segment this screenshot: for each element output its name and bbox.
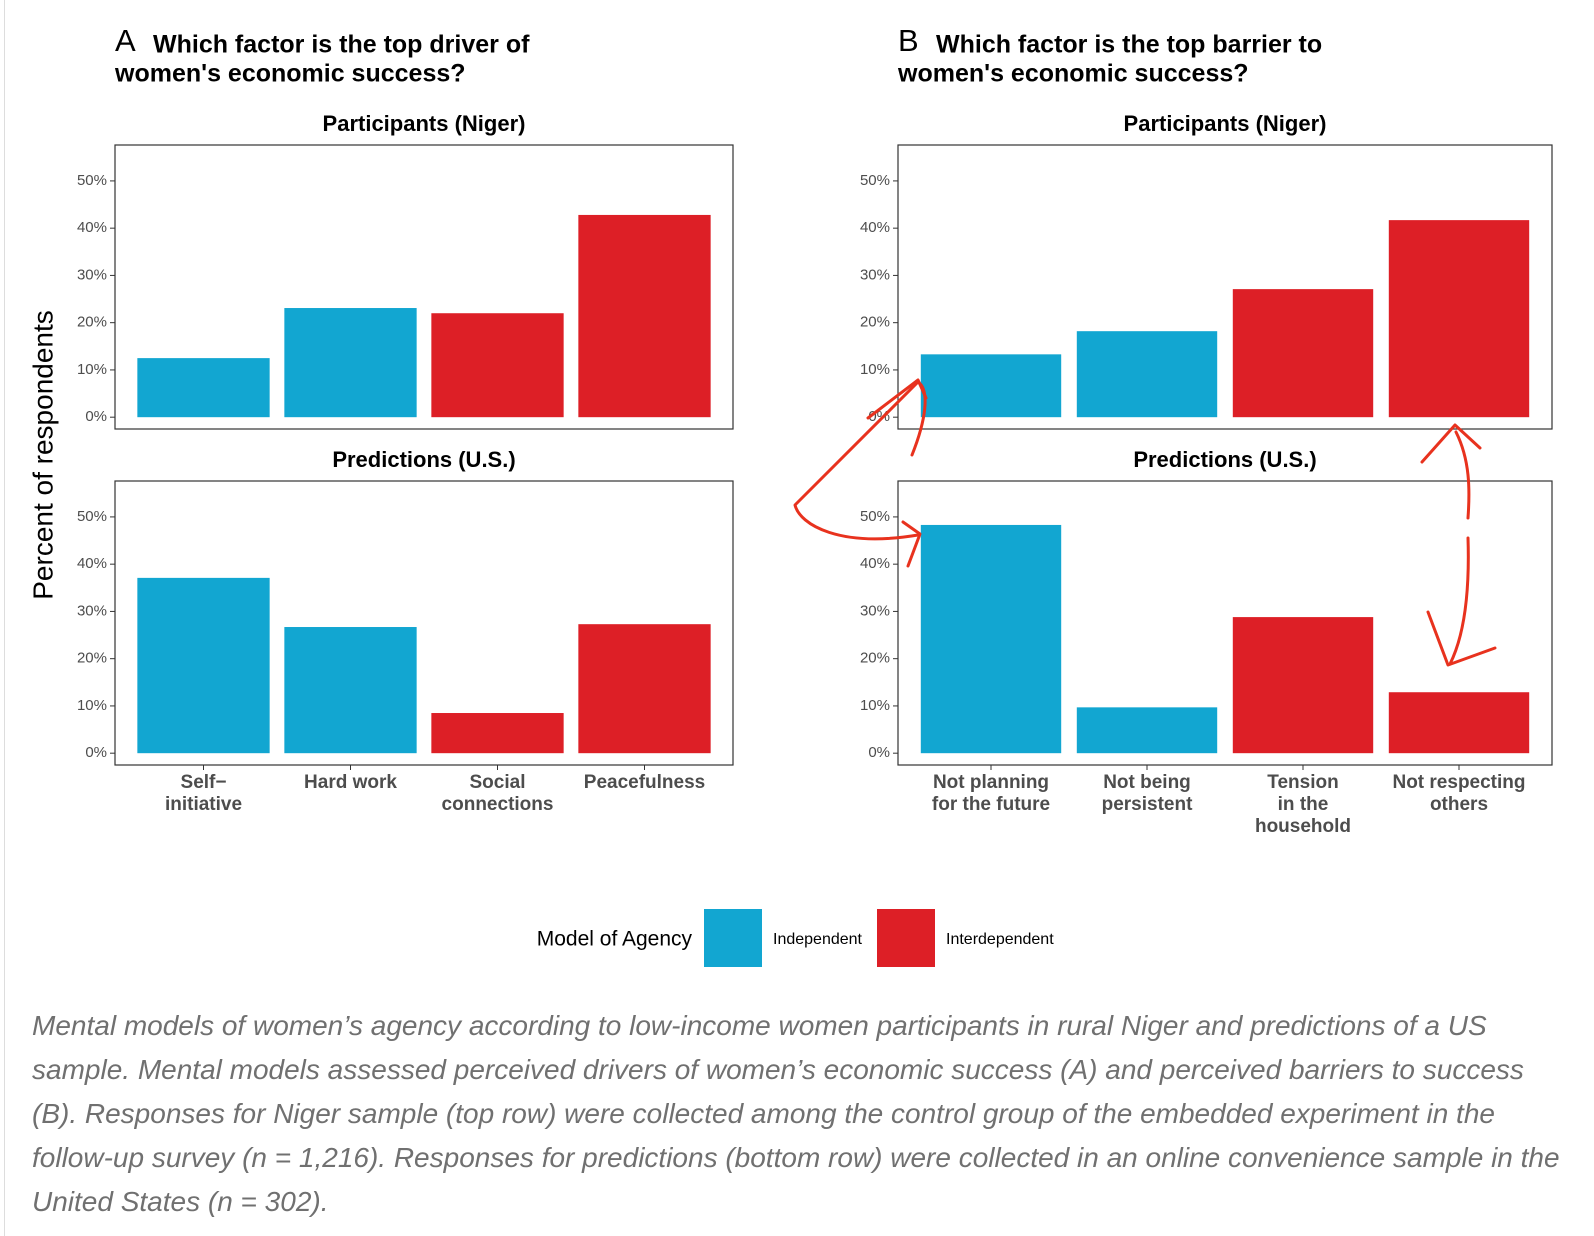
x-tick-label: connections [442,794,554,815]
x-tick-label: Not respecting [1392,772,1525,793]
y-tick-label: 10% [860,697,890,714]
y-tick-label: 10% [77,361,107,378]
legend-label: Independent [773,931,863,948]
panel-border [897,144,1553,430]
bar [578,214,711,418]
y-tick-label: 40% [77,219,107,236]
y-tick-label: 20% [77,314,107,331]
bar [1076,707,1218,754]
y-tick-label: 40% [860,555,890,572]
arrow-head [866,378,928,420]
x-tick-label: Peacefulness [584,772,705,793]
x-tick-label: household [1255,816,1351,837]
y-tick-label: 50% [860,508,890,525]
y-tick-label: 30% [77,266,107,283]
x-tick-label: Not being [1103,772,1191,793]
y-tick-label: 50% [77,508,107,525]
facet-title: Predictions (U.S.) [332,447,515,472]
legend-swatch [704,909,762,967]
annotation-arrows [793,378,1497,667]
x-tick-label: Not planning [933,772,1049,793]
panel-border [114,480,734,766]
y-tick-label: 30% [77,602,107,619]
y-tick-label: 10% [77,697,107,714]
x-tick-label: in the [1278,794,1329,815]
y-tick-label: 50% [860,172,890,189]
bar [284,308,417,418]
x-tick-label: Hard work [304,772,397,793]
bar [1232,617,1374,754]
facet-title: Participants (Niger) [1124,111,1327,136]
bar [1388,220,1530,418]
bar [431,713,564,754]
y-tick-label: 0% [85,744,107,761]
panel-heading: women's economic success? [897,60,1249,88]
x-tick-label: others [1430,794,1488,815]
y-axis-label: Percent of respondents [27,310,58,600]
panel-border [114,144,734,430]
y-tick-label: 10% [860,361,890,378]
facet-title: Predictions (U.S.) [1133,447,1316,472]
panel-heading: women's economic success? [114,60,466,88]
bar [284,627,417,754]
y-tick-label: 50% [77,172,107,189]
hand-arrow [1454,430,1471,520]
x-tick-label: Self− [181,772,227,793]
bar [137,577,270,754]
legend-label: Interdependent [946,931,1054,948]
bar [920,354,1062,418]
x-tick-label: initiative [165,794,242,815]
panel-border [897,480,1553,766]
hand-arrow [793,380,927,541]
legend-title: Model of Agency [537,928,693,951]
y-tick-label: 20% [860,314,890,331]
figure: Percent of respondents A Which factor is … [27,23,1553,967]
x-tick-label: Social [470,772,526,793]
arrow-head [901,520,922,568]
page-edge [4,0,5,1236]
bar [1388,692,1530,754]
y-tick-label: 30% [860,266,890,283]
bar [578,624,711,754]
legend-swatch [877,909,935,967]
y-tick-label: 40% [860,219,890,236]
y-tick-label: 20% [77,650,107,667]
bar [137,358,270,418]
y-tick-label: 30% [860,602,890,619]
x-tick-label: persistent [1102,794,1193,815]
y-tick-label: 0% [85,408,107,425]
hand-arrow [1448,536,1470,666]
bar [1232,289,1374,418]
panel-heading: Which factor is the top barrier to [936,31,1322,59]
bar [431,313,564,418]
panel-letter: B [898,23,919,58]
bar [1076,331,1218,418]
facet-title: Participants (Niger) [323,111,526,136]
y-tick-label: 0% [868,744,890,761]
bar [920,524,1062,754]
y-tick-label: 40% [77,555,107,572]
y-tick-label: 20% [860,650,890,667]
x-tick-label: for the future [932,794,1050,815]
figure-caption: Mental models of women’s agency accordin… [32,1010,1560,1217]
x-tick-label: Tension [1267,772,1338,793]
panel-heading: Which factor is the top driver of [153,31,530,59]
arrow-head [1420,423,1482,464]
arrow-head [1426,610,1497,667]
panel-letter: A [115,23,136,58]
